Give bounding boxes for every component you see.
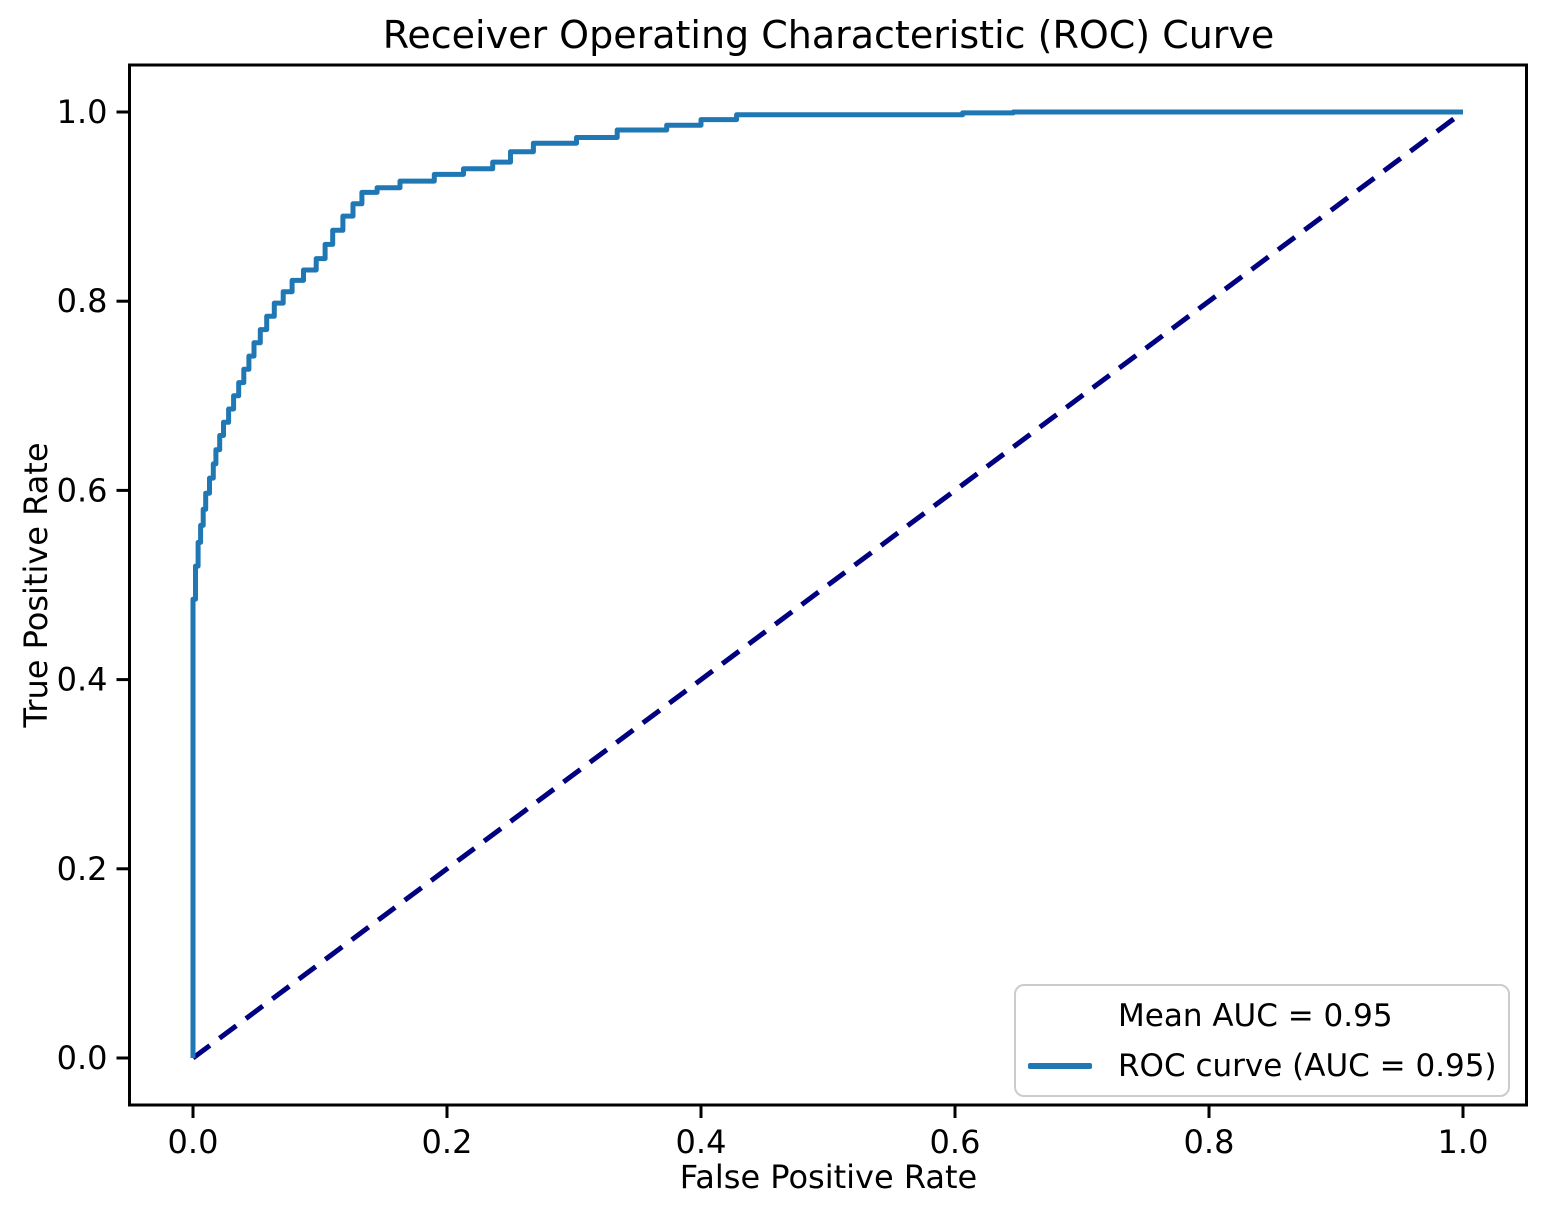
chart-title: Receiver Operating Characteristic (ROC) …: [382, 13, 1275, 57]
x-tick-label: 0.8: [1184, 1123, 1235, 1161]
x-tick-label: 0.2: [422, 1123, 473, 1161]
y-tick-label: 1.0: [57, 93, 108, 131]
y-tick-label: 0.2: [57, 850, 108, 888]
x-axis-label: False Positive Rate: [679, 1158, 978, 1196]
legend: Mean AUC = 0.95 ROC curve (AUC = 0.95): [1014, 984, 1510, 1097]
y-tick-label: 0.6: [57, 471, 108, 509]
legend-label-mean-auc: Mean AUC = 0.95: [1118, 997, 1393, 1034]
legend-entry-mean-auc: Mean AUC = 0.95: [1028, 992, 1496, 1040]
x-tick-label: 0.6: [930, 1123, 981, 1161]
x-tick-label: 0.0: [168, 1123, 219, 1161]
legend-blank-swatch: [1028, 1013, 1092, 1019]
legend-label-roc-curve: ROC curve (AUC = 0.95): [1118, 1047, 1497, 1084]
x-tick-label: 0.4: [676, 1123, 727, 1161]
legend-line-swatch: [1028, 1062, 1092, 1069]
roc-curve-line: [190, 109, 1463, 1058]
y-tick-label: 0.4: [57, 661, 108, 699]
y-axis-label: True Positive Rate: [17, 442, 55, 728]
axes-frame: [128, 63, 1528, 1107]
y-tick-label: 0.8: [57, 282, 108, 320]
y-tick-label: 0.0: [57, 1039, 108, 1077]
legend-entry-roc-curve: ROC curve (AUC = 0.95): [1028, 1042, 1497, 1090]
chance-diagonal-line: [191, 109, 1465, 1061]
x-tick-label: 1.0: [1438, 1123, 1489, 1161]
